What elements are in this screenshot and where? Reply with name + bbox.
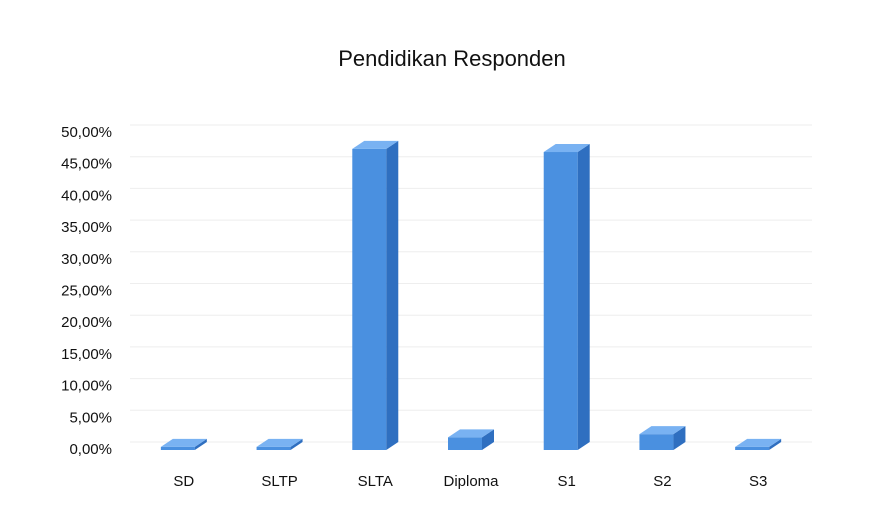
bar-front — [352, 148, 387, 450]
bar-top — [735, 438, 782, 447]
y-tick-label: 50,00% — [61, 124, 112, 141]
chart-title: Pendidikan Responden — [338, 46, 566, 71]
y-tick-label: 40,00% — [61, 187, 112, 204]
bar-side — [194, 438, 207, 450]
bar-front — [256, 446, 291, 450]
x-tick-label: SD — [173, 473, 194, 490]
x-tick-label: Diploma — [443, 473, 499, 490]
y-tick-label: 45,00% — [61, 156, 112, 173]
bar-top — [256, 438, 303, 447]
bar-side — [482, 429, 494, 450]
y-tick-label: 10,00% — [61, 378, 112, 395]
bar-top — [352, 140, 399, 149]
x-tick-label: SLTA — [358, 473, 393, 490]
bar-side — [673, 426, 686, 450]
bar-top — [639, 426, 686, 435]
bar-front — [160, 446, 195, 450]
y-tick-label: 5,00% — [69, 409, 112, 426]
y-tick-label: 25,00% — [61, 282, 112, 299]
bar-top — [448, 429, 494, 438]
bar-front — [543, 152, 578, 450]
bar-side — [769, 438, 782, 450]
bar — [639, 426, 686, 450]
x-tick-label: SLTP — [261, 473, 297, 490]
bar-side — [577, 144, 590, 450]
x-tick-label: S1 — [558, 473, 576, 490]
bar-side — [290, 438, 303, 450]
bar — [352, 140, 399, 450]
bar — [160, 438, 207, 450]
y-tick-label: 15,00% — [61, 346, 112, 363]
bar-front — [639, 434, 674, 450]
x-tick-label: S2 — [653, 473, 671, 490]
bar — [256, 438, 303, 450]
bar-top — [543, 144, 590, 153]
y-tick-label: 35,00% — [61, 219, 112, 236]
bar-side — [386, 140, 399, 450]
bar — [735, 438, 782, 450]
y-tick-label: 0,00% — [69, 441, 112, 458]
bar — [543, 144, 590, 450]
y-tick-label: 30,00% — [61, 251, 112, 268]
y-tick-label: 20,00% — [61, 314, 112, 331]
x-tick-label: S3 — [749, 473, 767, 490]
bar — [448, 429, 494, 450]
bar-top — [160, 438, 207, 447]
bar-front — [735, 446, 770, 450]
bar-front — [448, 437, 482, 450]
